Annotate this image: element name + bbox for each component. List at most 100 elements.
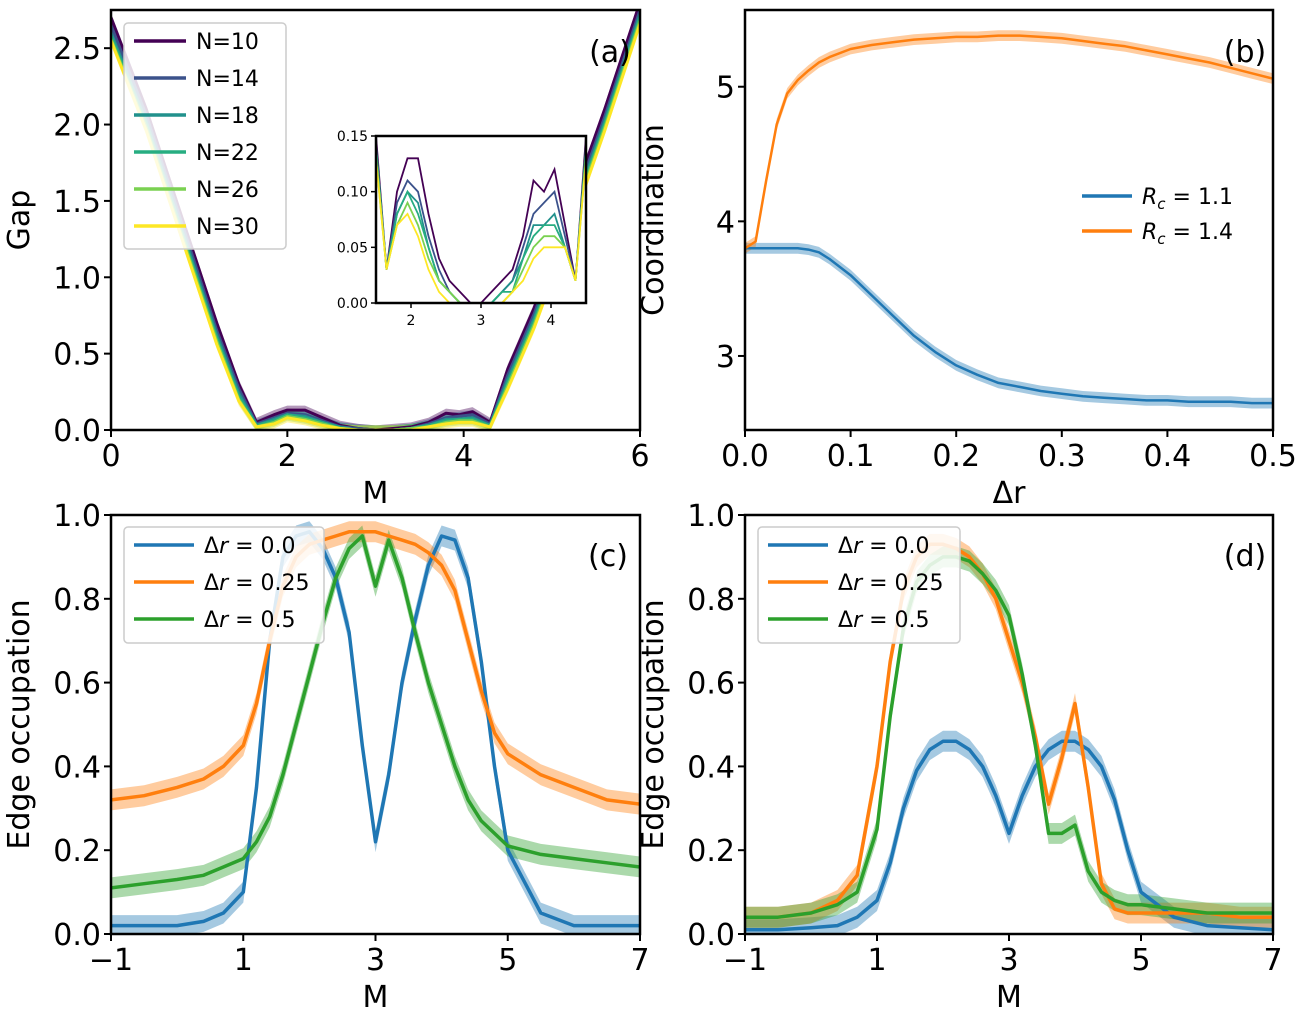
band-c-0: [111, 521, 640, 934]
ylabel-c: Edge occupation: [2, 599, 37, 849]
legend-label-a-0: N=10: [196, 30, 259, 55]
legend-label-c-0: Δr = 0.0: [204, 534, 296, 559]
ytick-label-a-1: 0.5: [53, 338, 101, 373]
legend-label-b-0: Rc = 1.1: [1142, 185, 1233, 213]
plot-area-c: [111, 521, 640, 934]
panel-label-c: (c): [588, 539, 628, 574]
xlabel-d: M: [996, 980, 1022, 1015]
inset-ytick-label-3: 0.15: [337, 129, 368, 145]
series-line-c-2: [111, 534, 640, 890]
ytick-label-d-4: 0.8: [687, 583, 735, 618]
xtick-label-b-5: 0.5: [1249, 439, 1297, 474]
panel-a: 0 2 4 60.00.51.01.52.02.5MGap(a)N=10N=14N=1…: [2, 8, 650, 511]
legend-label-d-1: Δr = 0.25: [838, 571, 944, 596]
panel-label-a: (a): [589, 35, 631, 70]
plot-area-d: [745, 533, 1273, 934]
xtick-label-a-2: 4: [454, 439, 473, 474]
ytick-label-b-2: 5: [716, 71, 735, 106]
plot-area-a: [111, 10, 640, 430]
series-line-a-5: [111, 23, 640, 430]
series-line-d-0: [745, 739, 1273, 932]
legend-label-d-2: Δr = 0.5: [838, 608, 930, 633]
xtick-label-d-1: 1: [867, 943, 886, 978]
legend-box-c: [123, 526, 325, 644]
inset-series-line-1: [376, 147, 586, 303]
panel-b: 0.0 0.1 0.2 0.3 0.4 0.5 3 4 5 Δr Coordination (b) Rc…: [636, 8, 1297, 511]
inset-xtick-label-1: 3: [477, 313, 486, 329]
ytick-label-a-2: 1.0: [53, 261, 101, 296]
series-line-b-0: [745, 247, 1273, 405]
series-line-a-0: [111, 10, 640, 430]
legend-label-a-1: N=14: [196, 67, 259, 92]
panel-d: −1 1 3 5 7 0.0 0.2 0.4 0.6 0.8 1.0 M Edge occupation…: [636, 499, 1283, 1015]
panel-c: −1 1 3 5 7 0.0 0.2 0.4 0.6 0.8 1.0 M Edge occupation…: [2, 499, 650, 1015]
series-line-a-1: [111, 10, 640, 430]
inset-series-line-4: [376, 158, 586, 303]
legend-label-a-3: N=22: [196, 141, 259, 166]
ytick-label-d-5: 1.0: [687, 499, 735, 534]
ylabel-a: Gap: [2, 190, 37, 251]
inset-series-line-2: [376, 147, 586, 303]
inset-xtick-label-2: 4: [547, 313, 556, 329]
inset-ytick-label-1: 0.05: [337, 240, 368, 256]
series-line-c-1: [111, 530, 640, 806]
ytick-label-c-4: 0.8: [53, 583, 101, 618]
panel-label-b: (b): [1224, 35, 1266, 70]
plot-area-b: [745, 30, 1273, 409]
inset-ytick-label-0: 0.00: [337, 296, 368, 312]
xtick-label-d-4: 7: [1263, 943, 1282, 978]
legend-b: Rc = 1.1 Rc = 1.4: [1082, 185, 1233, 248]
xtick-label-b-0: 0.0: [721, 439, 769, 474]
ytick-label-d-0: 0.0: [687, 918, 735, 953]
xtick-label-c-1: 1: [234, 943, 253, 978]
legend-box-d: [757, 526, 961, 644]
legend-label-a-4: N=26: [196, 178, 259, 203]
ytick-label-c-0: 0.0: [53, 918, 101, 953]
legend-label-a-5: N=30: [196, 215, 259, 240]
xtick-label-a-1: 2: [278, 439, 297, 474]
ytick-label-a-4: 2.0: [53, 109, 101, 144]
panel-label-d: (d): [1224, 539, 1266, 574]
legend-label-b-1: Rc = 1.4: [1142, 220, 1233, 248]
series-line-d-1: [745, 542, 1273, 919]
xtick-label-d-0: −1: [723, 943, 767, 978]
ytick-label-c-2: 0.4: [53, 750, 101, 785]
inset-a: 2 3 4 0.00 0.05 0.10 0.15: [337, 129, 588, 329]
ytick-label-c-3: 0.6: [53, 667, 101, 702]
legend-a: N=10 N=14 N=18 N=22 N=26 N=30: [123, 22, 287, 250]
xtick-label-a-0: 0: [101, 439, 120, 474]
xlabel-b: Δr: [993, 476, 1027, 511]
ytick-label-a-3: 1.5: [53, 185, 101, 220]
axes-frame-a: [109, 8, 642, 432]
ytick-label-d-3: 0.6: [687, 667, 735, 702]
xtick-label-b-2: 0.2: [932, 439, 980, 474]
legend-d: Δr = 0.0 Δr = 0.25 Δr = 0.5: [757, 526, 961, 644]
xtick-label-b-4: 0.4: [1144, 439, 1192, 474]
xtick-label-c-4: 7: [630, 943, 649, 978]
ytick-label-a-5: 2.5: [53, 32, 101, 67]
legend-label-d-0: Δr = 0.0: [838, 534, 930, 559]
xtick-label-c-3: 5: [498, 943, 517, 978]
inset-series-line-0: [376, 136, 586, 303]
inset-series-line-5: [376, 158, 586, 303]
ylabel-d: Edge occupation: [636, 599, 671, 849]
series-line-b-1: [745, 34, 1273, 250]
inset-plot-area: [376, 136, 586, 303]
ytick-label-d-1: 0.2: [687, 834, 735, 869]
xtick-label-b-3: 0.3: [1038, 439, 1086, 474]
ylabel-b: Coordination: [636, 124, 671, 316]
xtick-label-c-2: 3: [366, 943, 385, 978]
ytick-label-b-1: 4: [716, 205, 735, 240]
series-line-c-0: [111, 530, 640, 928]
series-line-d-2: [745, 555, 1273, 919]
legend-label-a-2: N=18: [196, 104, 259, 129]
ytick-label-a-0: 0.0: [53, 414, 101, 449]
xtick-label-a-3: 6: [630, 439, 649, 474]
xlabel-a: M: [363, 476, 389, 511]
legend-label-c-1: Δr = 0.25: [204, 571, 310, 596]
xtick-label-b-1: 0.1: [827, 439, 875, 474]
legend-c: Δr = 0.0 Δr = 0.25 Δr = 0.5: [123, 526, 325, 644]
inset-ytick-label-2: 0.10: [337, 185, 368, 201]
xtick-label-d-2: 3: [999, 943, 1018, 978]
